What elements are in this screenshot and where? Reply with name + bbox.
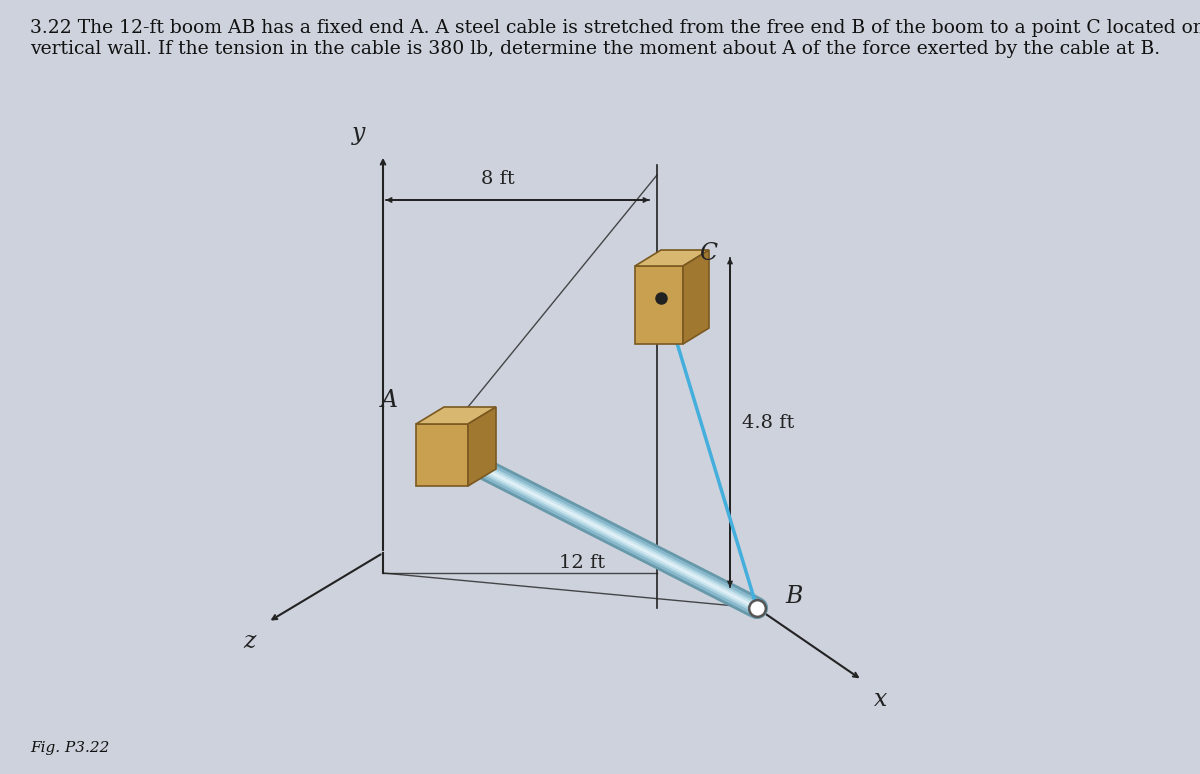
- Text: B: B: [785, 585, 803, 608]
- Text: x: x: [874, 688, 887, 711]
- Text: 3.22 The 12-ft boom AB has a fixed end A. A steel cable is stretched from the fr: 3.22 The 12-ft boom AB has a fixed end A…: [30, 19, 1200, 37]
- Text: 4.8 ft: 4.8 ft: [742, 413, 794, 431]
- Text: y: y: [352, 122, 365, 145]
- Text: vertical wall. If the tension in the cable is 380 lb, determine the moment about: vertical wall. If the tension in the cab…: [30, 40, 1160, 58]
- Polygon shape: [635, 266, 683, 344]
- Text: 8 ft: 8 ft: [481, 170, 515, 188]
- Text: 12 ft: 12 ft: [559, 554, 605, 573]
- Polygon shape: [635, 250, 709, 266]
- Polygon shape: [683, 250, 709, 344]
- Text: A: A: [380, 389, 397, 412]
- Polygon shape: [468, 407, 496, 486]
- Text: z: z: [244, 630, 256, 653]
- Polygon shape: [416, 407, 496, 424]
- Text: C: C: [698, 242, 718, 265]
- Polygon shape: [416, 424, 468, 486]
- Text: Fig. P3.22: Fig. P3.22: [30, 741, 109, 755]
